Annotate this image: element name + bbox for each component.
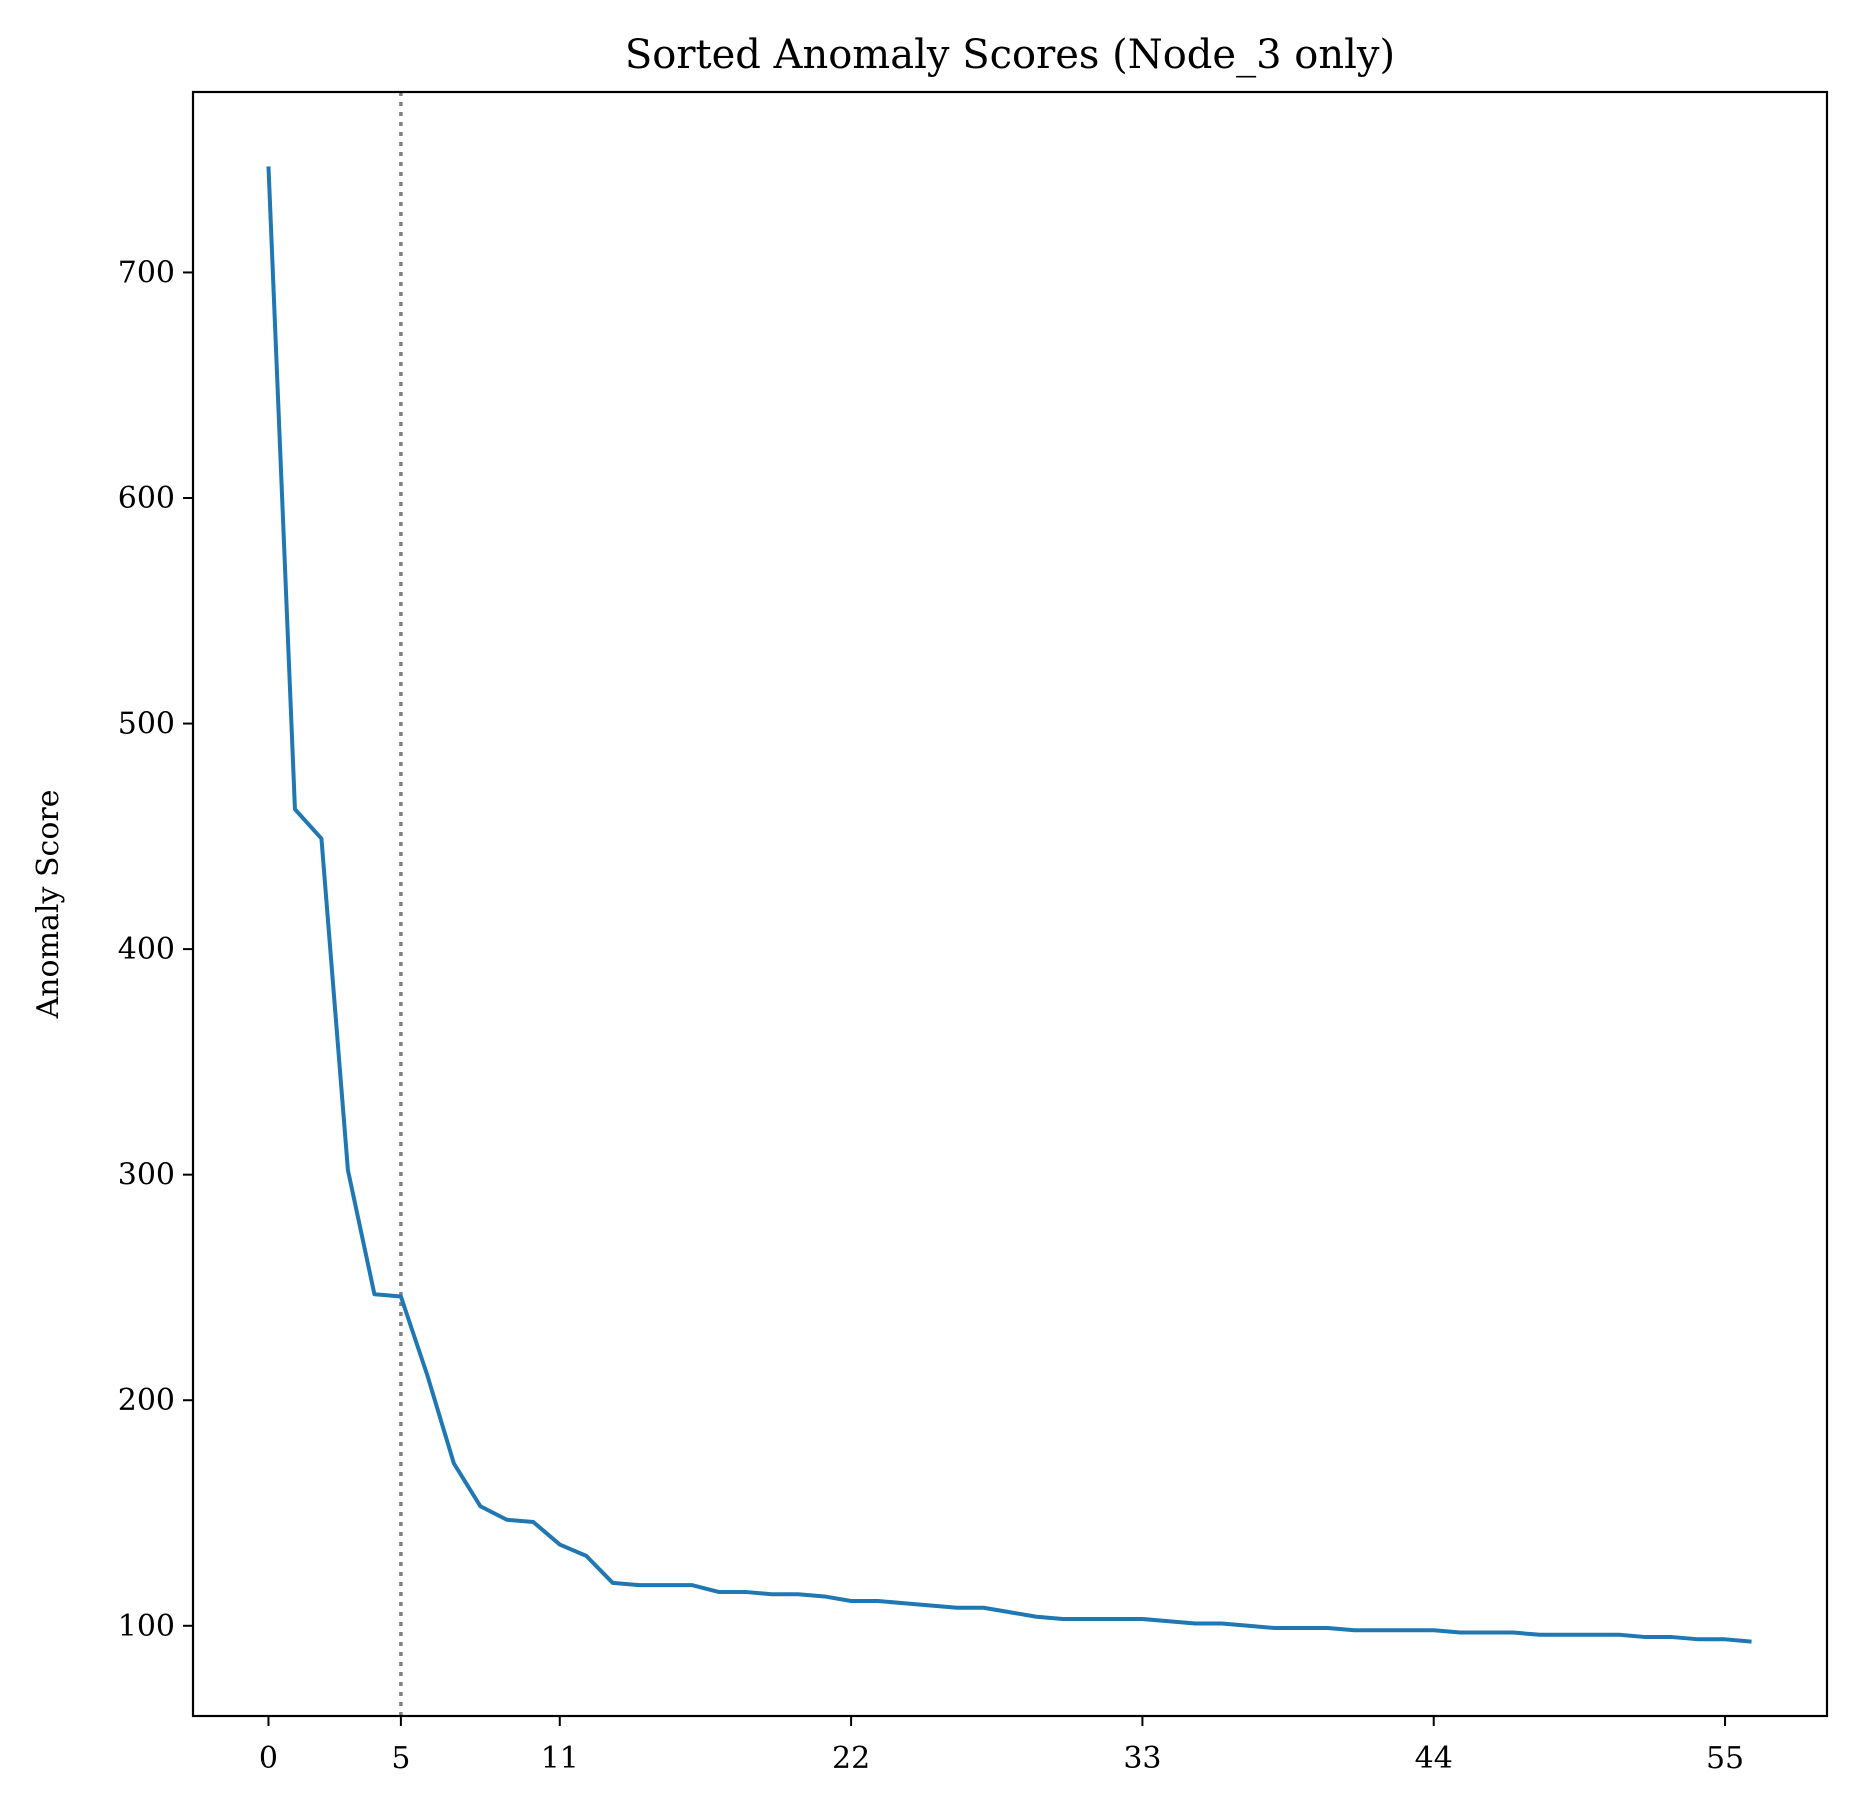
y-tick-label: 300 (118, 1158, 175, 1193)
y-tick-labels: 100 200 300 400 500 600 700 (118, 255, 175, 1643)
chart-title: Sorted Anomaly Scores (Node_3 only) (625, 32, 1395, 78)
axis-ticks (183, 271, 1727, 1726)
y-tick-label: 600 (118, 481, 175, 516)
x-tick-label: 55 (1706, 1741, 1744, 1776)
y-axis-label: Anomaly Score (31, 790, 66, 1020)
plot-frame (191, 90, 1829, 1718)
x-tick-label: 22 (832, 1741, 870, 1776)
y-tick-label: 400 (118, 932, 175, 967)
y-tick-label: 200 (118, 1383, 175, 1418)
y-tick-label: 500 (118, 707, 175, 742)
y-tick-label: 700 (118, 255, 175, 290)
x-tick-label: 11 (541, 1741, 579, 1776)
x-tick-label: 5 (391, 1741, 410, 1776)
y-tick-label: 100 (118, 1609, 175, 1644)
x-tick-label: 0 (259, 1741, 278, 1776)
x-tick-labels: 0 5 11 22 33 44 55 (259, 1741, 1744, 1776)
x-tick-label: 44 (1415, 1741, 1453, 1776)
x-tick-label: 33 (1123, 1741, 1161, 1776)
series-line (266, 166, 1752, 1644)
